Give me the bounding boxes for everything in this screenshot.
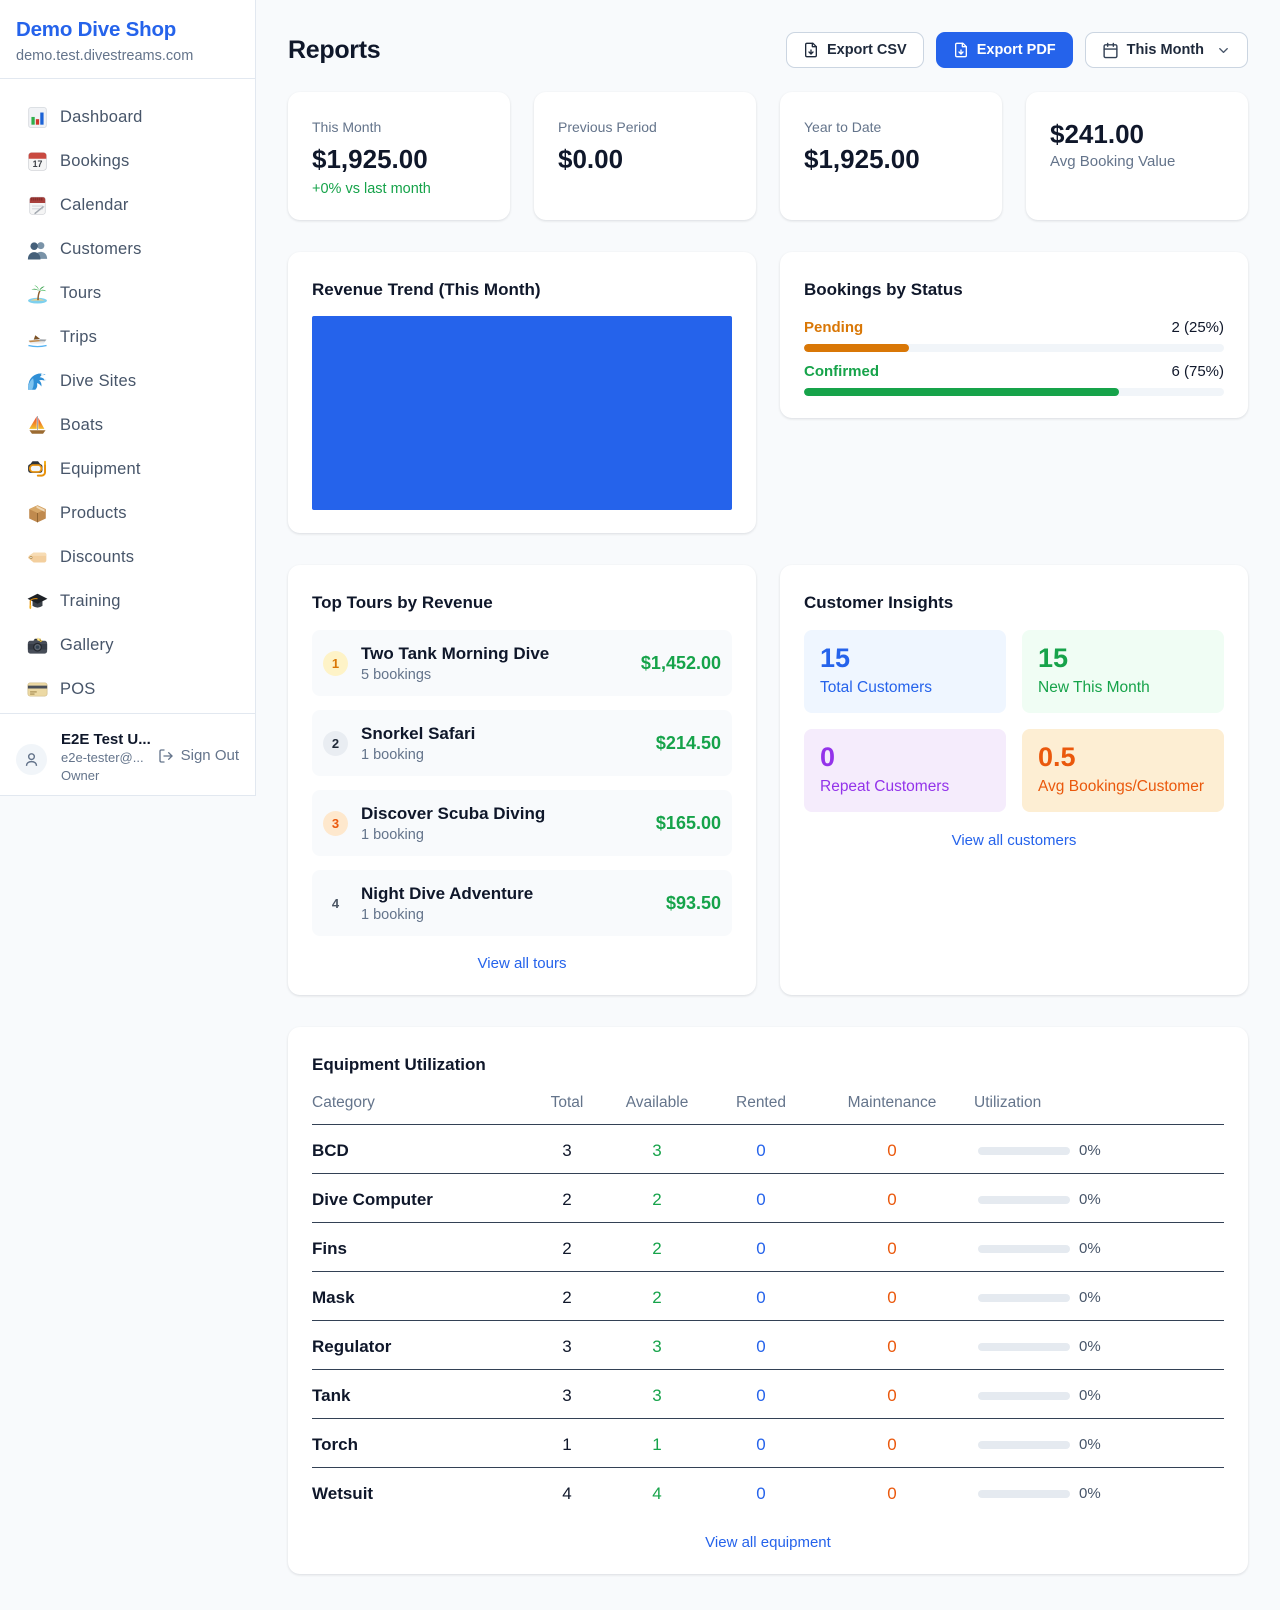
svg-text:17: 17 bbox=[33, 159, 43, 169]
